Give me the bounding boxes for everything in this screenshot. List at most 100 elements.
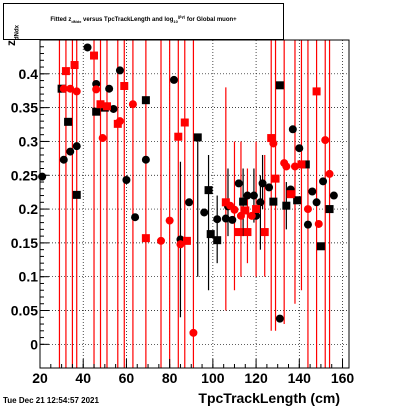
data-point-square <box>180 118 189 127</box>
data-point-circle <box>303 205 312 214</box>
y-tick-label: 0.05 <box>11 303 38 319</box>
data-point-circle <box>122 175 131 184</box>
data-point-square <box>297 160 306 169</box>
data-point-circle <box>258 179 267 188</box>
data-point-square <box>271 174 280 183</box>
data-point-square <box>61 67 70 76</box>
data-point-circle <box>141 155 150 164</box>
x-tick-label: 80 <box>162 370 178 386</box>
data-point-circle <box>115 117 124 126</box>
data-point-circle <box>66 84 75 93</box>
title-log-subscript: 10 <box>173 19 178 25</box>
data-point-circle <box>256 198 265 207</box>
timestamp: Tue Dec 21 12:54:57 2021 <box>3 396 99 405</box>
x-tick-label: 160 <box>331 370 355 386</box>
data-point-circle <box>228 215 237 224</box>
data-point-circle <box>105 84 114 93</box>
y-tick-label: 0.1 <box>19 269 39 285</box>
y-tick-label: 0.2 <box>19 201 39 217</box>
title-z-subscript: dNdx <box>71 19 82 25</box>
data-point-circle <box>325 169 334 178</box>
data-point-circle <box>128 100 137 109</box>
data-point-square <box>221 198 230 207</box>
title-prefix: Fitted <box>50 17 67 23</box>
data-point-circle <box>234 179 243 188</box>
data-point-square <box>70 61 79 70</box>
data-point-square <box>92 107 101 116</box>
data-point-square <box>141 96 150 105</box>
data-point-circle <box>213 215 222 224</box>
data-point-circle <box>303 220 312 229</box>
x-tick-label: 100 <box>201 370 225 386</box>
data-point-circle <box>265 183 274 192</box>
tick-labels: 20 40 60 80 100 120 140 160 0 0.05 0.1 0.15 0.2 0.25 0… <box>11 66 355 386</box>
data-point-square <box>282 201 291 210</box>
data-point-circle <box>329 191 338 200</box>
data-point-square <box>182 236 191 245</box>
y-axis-label: zdNdx <box>4 25 21 46</box>
y-tick-label: 0.4 <box>19 66 39 82</box>
data-point-square <box>234 228 243 237</box>
data-point-circle <box>243 191 252 200</box>
data-point-circle <box>290 162 299 171</box>
data-point-circle <box>230 205 239 214</box>
data-point-circle <box>72 87 81 96</box>
title-z-symbol: z <box>68 17 72 23</box>
data-point-square <box>293 196 302 205</box>
data-point-square <box>72 190 81 199</box>
data-point-square <box>241 206 250 215</box>
data-point-circle <box>308 187 317 196</box>
x-tick-label: 40 <box>75 370 91 386</box>
data-point-circle <box>115 66 124 75</box>
data-point-circle <box>275 314 284 323</box>
axis-ticks <box>39 46 344 368</box>
data-point-circle <box>295 144 304 153</box>
data-point-circle <box>221 214 230 223</box>
data-point-square <box>312 87 321 96</box>
data-point-circle <box>176 240 185 249</box>
data-point-circle <box>312 198 321 207</box>
data-point-circle <box>157 236 166 245</box>
data-point-square <box>141 234 150 243</box>
data-point-circle <box>66 147 75 156</box>
data-point-circle <box>282 162 291 171</box>
data-point-square <box>260 228 269 237</box>
data-point-square <box>267 134 276 143</box>
data-point-square <box>243 228 252 237</box>
data-point-circle <box>72 142 81 151</box>
data-point-square <box>206 230 215 239</box>
data-point-square <box>316 242 325 251</box>
x-axis-label: TpcTrackLength (cm) <box>198 390 340 406</box>
y-tick-label: 0.35 <box>11 100 38 116</box>
data-point-circle <box>83 43 92 52</box>
data-point-square <box>102 102 111 111</box>
data-point-circle <box>249 191 258 200</box>
data-point-circle <box>38 172 47 181</box>
data-point-square <box>90 51 99 60</box>
data-point-square <box>269 197 278 206</box>
data-point-circle <box>200 208 209 217</box>
data-point-square <box>174 132 183 141</box>
data-point-circle <box>189 328 198 337</box>
data-point-circle <box>169 75 178 84</box>
data-point-circle <box>109 104 118 113</box>
data-point-circle <box>288 125 297 134</box>
title-suffix: for Global muon+ <box>186 17 237 23</box>
title-beta-gamma: (βγ) <box>177 14 186 19</box>
data-point-circle <box>98 134 107 143</box>
data-point-circle <box>59 84 68 93</box>
plot-frame <box>39 39 350 369</box>
data-point-square <box>213 236 222 245</box>
data-point-circle <box>92 85 101 94</box>
data-point-square <box>120 81 129 90</box>
data-point-circle <box>319 177 328 186</box>
data-point-square <box>64 117 73 126</box>
data-point-circle <box>314 219 323 228</box>
data-point-square <box>325 205 334 214</box>
data-point-square <box>301 160 310 169</box>
data-point-circle <box>185 198 194 207</box>
data-point-circle <box>269 139 278 148</box>
grid-lines <box>39 40 349 368</box>
data-point-circle <box>165 216 174 225</box>
